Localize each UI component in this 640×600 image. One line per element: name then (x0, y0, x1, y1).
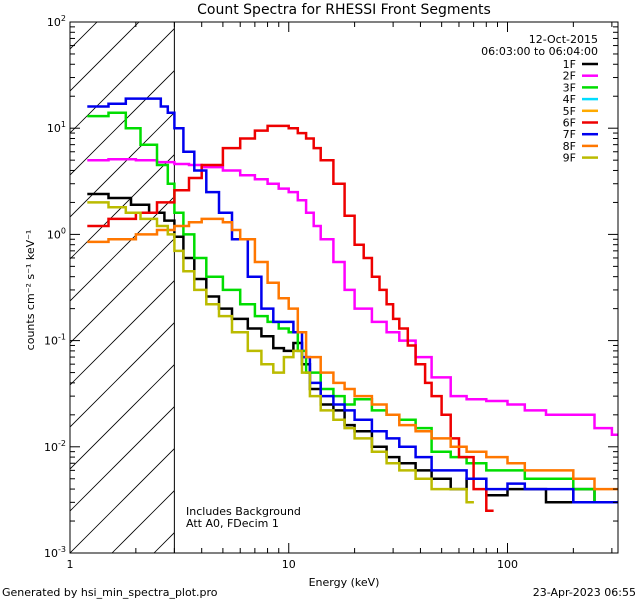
y-tick-label: 10-2 (44, 439, 66, 454)
hatch-line (70, 238, 175, 344)
y-tick-label: 100 (47, 226, 66, 241)
hatch-line (70, 448, 175, 553)
legend-label-1F: 1F (563, 58, 576, 71)
hatch-line (574, 0, 640, 553)
series-layer (87, 22, 618, 553)
legend-label-3F: 3F (563, 81, 576, 94)
series-3F-line (87, 111, 618, 504)
hatch-line (70, 28, 175, 134)
hatch-line (322, 0, 640, 553)
footer-generated: Generated by hsi_min_spectra_plot.pro (2, 586, 218, 599)
hatch-line (616, 0, 640, 553)
legend-label-9F: 9F (563, 152, 576, 165)
series-6F-line (87, 124, 494, 512)
hatch-line (70, 364, 175, 470)
annotation-background: Includes Background (186, 505, 301, 518)
legend-label-5F: 5F (563, 105, 576, 118)
chart-title: Count Spectra for RHESSI Front Segments (197, 2, 491, 18)
legend-label-4F: 4F (563, 93, 576, 106)
legend-label-7F: 7F (563, 128, 576, 141)
x-tick-label: 10 (282, 558, 296, 571)
series-8F-line (87, 217, 618, 491)
y-axis-label: counts cm⁻² s⁻¹ keV⁻¹ (24, 230, 37, 351)
series-9F-line (87, 201, 474, 504)
annotation-attenuator: Att A0, FDecim 1 (186, 517, 279, 530)
x-axis-label: Energy (keV) (309, 576, 380, 589)
hatch-line (70, 196, 175, 302)
hatch-line (70, 406, 175, 512)
hatch-line (70, 22, 140, 92)
y-tick-label: 102 (47, 14, 66, 29)
legend-label-2F: 2F (563, 70, 576, 83)
legend-label-6F: 6F (563, 117, 576, 130)
y-tick-label: 10-3 (44, 545, 66, 560)
hatch-line (70, 112, 175, 218)
series-7F-line (87, 97, 618, 504)
x-tick-label: 1 (67, 558, 74, 571)
series-2F-line (87, 158, 618, 436)
time-range-label: 06:03:00 to 06:04:00 (481, 45, 598, 58)
axis-ticks: 1 10 100 10-3 10-2 10-1 100 101 102 (44, 14, 618, 571)
footer-timestamp: 23-Apr-2023 06:55 (533, 586, 636, 599)
y-tick-label: 101 (47, 120, 66, 135)
y-tick-label: 10-1 (44, 333, 66, 348)
hatched-region (70, 0, 640, 553)
date-label: 12-Oct-2015 (529, 33, 598, 46)
hatch-line (70, 154, 175, 260)
legend-label-8F: 8F (563, 140, 576, 153)
plot-frame (69, 21, 619, 554)
x-tick-label: 100 (497, 558, 518, 571)
